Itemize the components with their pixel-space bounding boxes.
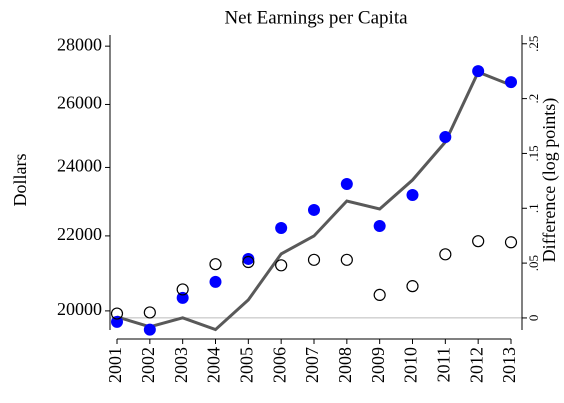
- marker: [209, 275, 222, 288]
- marker: [406, 189, 419, 202]
- y-tick-label: 24000: [57, 156, 102, 176]
- marker: [143, 323, 156, 336]
- hollow-marker: [110, 307, 124, 320]
- x-tick-label: 2012: [466, 347, 486, 383]
- marker: [472, 65, 485, 78]
- hollow-marker: [307, 253, 321, 266]
- y2-tick-label: .1: [526, 203, 541, 213]
- y2-tick-label: .25: [526, 36, 541, 52]
- y-tick-label: 22000: [57, 224, 102, 244]
- hollow-marker: [176, 283, 189, 296]
- y-tick-label: 20000: [57, 299, 102, 319]
- hollow-marker: [242, 255, 255, 269]
- y2-tick-label: 0: [526, 315, 541, 322]
- x-tick-label: 2001: [105, 347, 125, 383]
- hollow-marker: [340, 253, 353, 266]
- hollow-marker: [406, 280, 419, 293]
- x-tick-label: 2013: [499, 347, 519, 383]
- x-tick-label: 2011: [433, 347, 453, 382]
- marker: [308, 203, 320, 216]
- y-axis-label: Dollars: [10, 154, 30, 207]
- y-tick-label: 26000: [57, 93, 102, 113]
- hollow-marker: [143, 306, 156, 319]
- x-tick-label: 2006: [269, 347, 289, 383]
- marker: [340, 178, 353, 191]
- x-tick-label: 2002: [138, 347, 158, 383]
- x-tick-label: 2007: [302, 347, 322, 383]
- marker: [439, 131, 452, 144]
- marker: [242, 252, 255, 265]
- marker: [176, 291, 189, 304]
- hollow-marker: [439, 248, 452, 261]
- hollow-marker: [275, 259, 288, 272]
- marker: [505, 76, 517, 89]
- marker: [275, 221, 288, 234]
- x-tick-label: 2010: [401, 347, 421, 383]
- y2-axis-label: Difference (log points): [539, 98, 560, 263]
- x-tick-label: 2009: [368, 347, 388, 383]
- hollow-marker: [373, 288, 386, 302]
- hollow-marker: [209, 258, 222, 271]
- y2-tick-label: .15: [526, 145, 541, 161]
- x-tick-label: 2003: [171, 347, 191, 383]
- hollow-marker: [472, 235, 485, 248]
- y2-tick-label: .05: [526, 255, 541, 271]
- hollow-marker: [504, 236, 518, 249]
- chart-title: Net Earnings per Capita: [224, 7, 408, 28]
- y-tick-label: 28000: [57, 34, 102, 54]
- marker: [373, 219, 386, 232]
- y2-tick-label: .2: [526, 94, 541, 104]
- x-tick-label: 2004: [204, 347, 224, 383]
- x-tick-label: 2005: [236, 347, 256, 383]
- x-tick-label: 2008: [335, 347, 355, 383]
